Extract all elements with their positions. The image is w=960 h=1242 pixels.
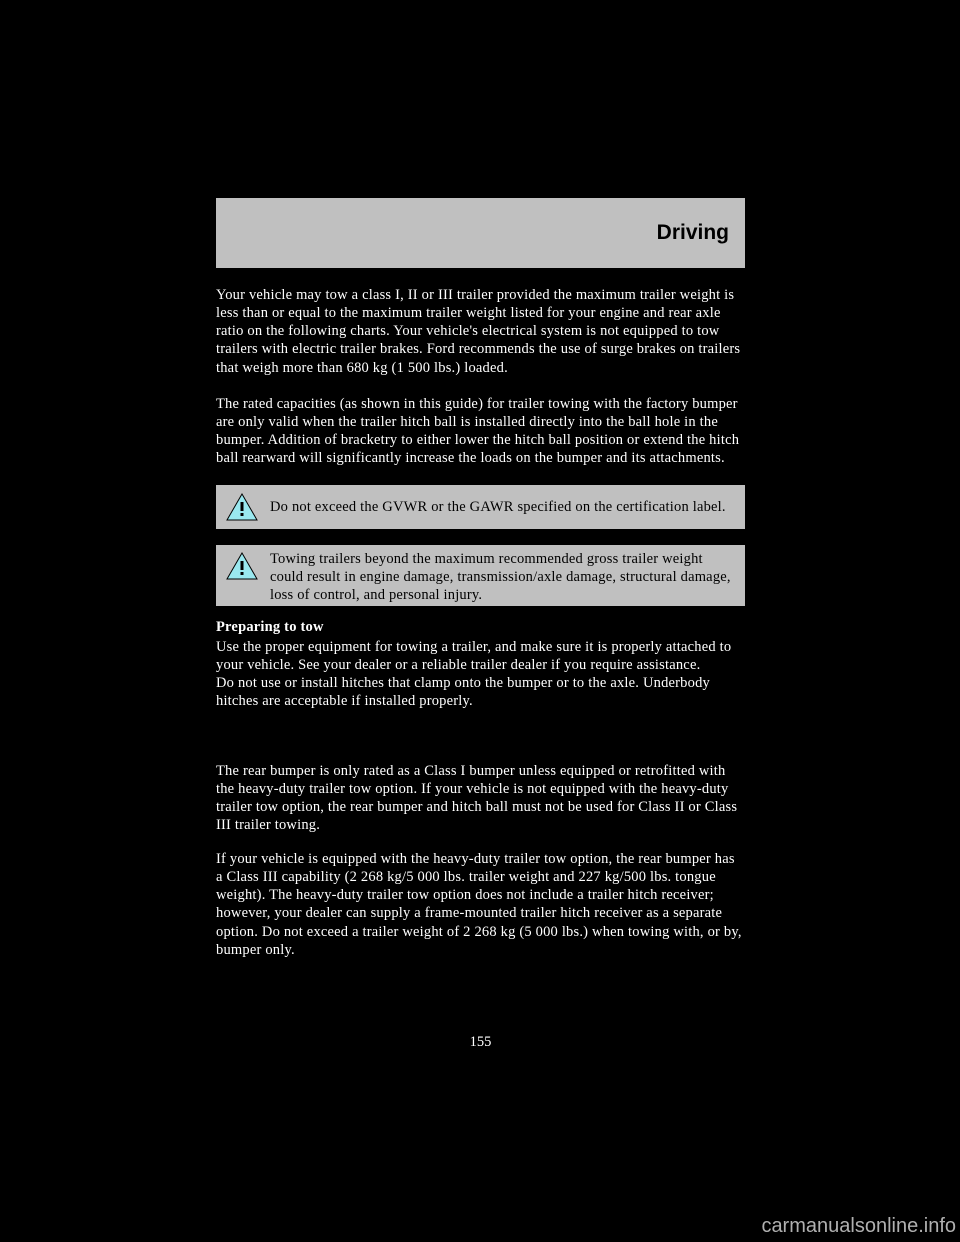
warning-trailer-weight: Towing trailers beyond the maximum recom… — [216, 545, 745, 606]
manual-page: Driving Your vehicle may tow a class I, … — [192, 114, 769, 1128]
warning-gvwr: Do not exceed the GVWR or the GAWR speci… — [216, 485, 745, 529]
para3b-text: Do not use or install hitches that clamp… — [216, 675, 710, 709]
section-header-bar: Driving — [216, 198, 745, 268]
paragraph-heavy-duty-option: If your vehicle is equipped with the hea… — [216, 850, 745, 959]
paragraph-rated-capacities: The rated capacities (as shown in this g… — [216, 395, 745, 468]
warning-triangle-icon — [226, 552, 258, 580]
para3-text: Use the proper equipment for towing a tr… — [216, 639, 731, 673]
page-number: 155 — [192, 1034, 769, 1051]
watermark-text: carmanualsonline.info — [761, 1215, 956, 1238]
paragraph-preparing-tow: Use the proper equipment for towing a tr… — [216, 638, 745, 711]
section-title: Driving — [657, 221, 729, 245]
paragraph-rear-bumper-class: The rear bumper is only rated as a Class… — [216, 762, 745, 835]
warning-trailer-weight-text: Towing trailers beyond the maximum recom… — [270, 550, 735, 604]
warning-gvwr-text: Do not exceed the GVWR or the GAWR speci… — [270, 498, 726, 516]
paragraph-towing-intro: Your vehicle may tow a class I, II or II… — [216, 286, 745, 377]
warning-triangle-icon — [226, 493, 258, 521]
subsection-title-preparing: Preparing to tow — [216, 619, 324, 636]
